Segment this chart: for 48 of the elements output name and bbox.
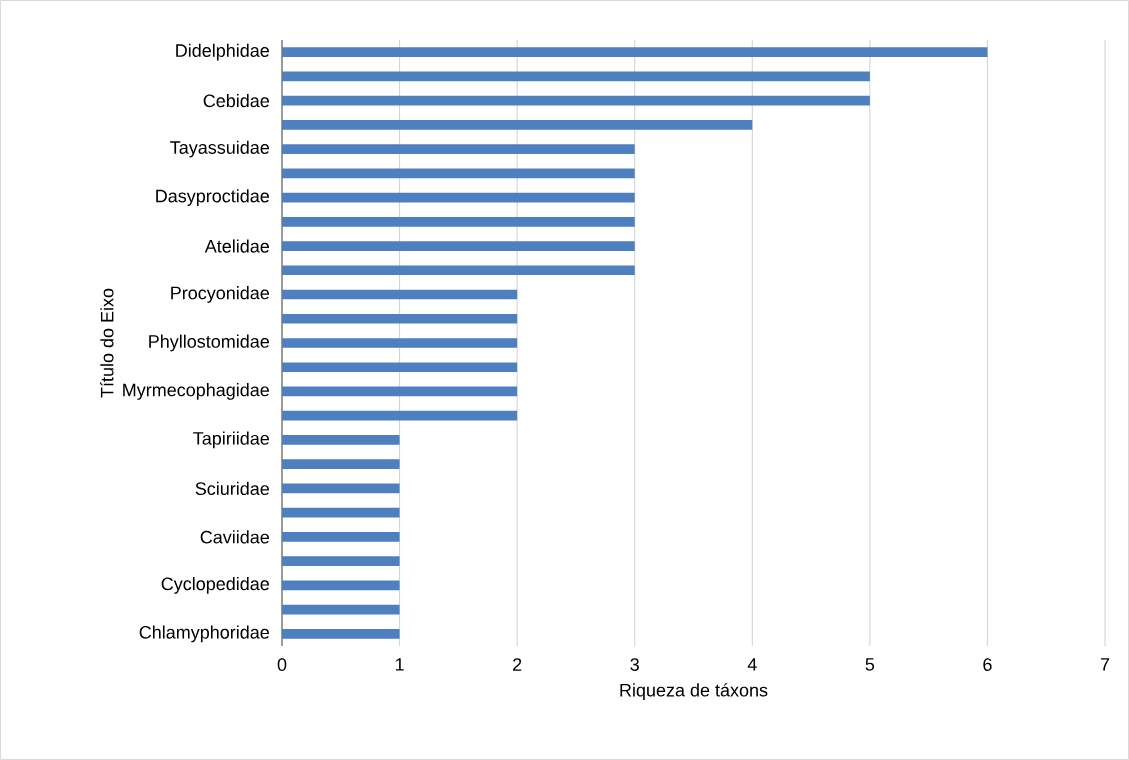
y-tick-label: Didelphidae bbox=[176, 43, 269, 61]
x-tick-label: 1 bbox=[395, 658, 404, 671]
bar bbox=[282, 95, 870, 106]
x-tick-label: 7 bbox=[1100, 658, 1110, 671]
x-axis-title: Riqueza de táxons bbox=[620, 683, 768, 701]
bar bbox=[282, 507, 400, 518]
x-tick-label: 3 bbox=[630, 658, 639, 671]
bar bbox=[282, 410, 518, 421]
x-tick-label: 6 bbox=[983, 658, 992, 671]
bar bbox=[282, 168, 635, 179]
y-tick-label: Caviidae bbox=[200, 530, 269, 544]
bar bbox=[282, 483, 400, 494]
y-tick-label: Cebidae bbox=[203, 93, 269, 108]
bar bbox=[282, 216, 635, 227]
y-tick-label: Atelidae bbox=[204, 239, 270, 253]
bar bbox=[282, 119, 753, 130]
bar bbox=[282, 580, 400, 591]
y-tick-label: Dasyproctidae bbox=[156, 189, 269, 206]
bar bbox=[282, 313, 518, 324]
bar bbox=[282, 192, 635, 203]
y-tick-label: Myrmecophagidae bbox=[123, 383, 269, 400]
bar bbox=[282, 362, 518, 373]
bar bbox=[282, 532, 400, 542]
bar bbox=[282, 265, 635, 276]
bar bbox=[282, 604, 400, 615]
y-tick-label: Procyonidae bbox=[171, 286, 269, 303]
x-tick-label: 2 bbox=[513, 658, 522, 671]
y-axis-title: Título do Eixo bbox=[100, 288, 114, 398]
bar bbox=[282, 144, 635, 154]
bar bbox=[282, 241, 635, 251]
bar bbox=[282, 435, 400, 445]
y-tick-label: Sciuridae bbox=[195, 481, 269, 496]
y-tick-label: Phyllostomidae bbox=[149, 334, 269, 352]
bar bbox=[282, 47, 988, 57]
y-tick-label: Tapiriidae bbox=[193, 431, 270, 449]
bar bbox=[282, 386, 518, 397]
bar bbox=[282, 338, 518, 348]
x-tick-label: 0 bbox=[277, 658, 287, 671]
y-tick-label: Cyclopedidae bbox=[161, 577, 269, 594]
y-tick-label: Chlamyphoridae bbox=[139, 625, 269, 643]
bar bbox=[282, 289, 518, 300]
bar bbox=[282, 556, 400, 566]
y-tick-label: Tayassuidae bbox=[170, 140, 270, 158]
x-tick-label: 4 bbox=[747, 658, 757, 671]
bar bbox=[282, 629, 400, 639]
bar bbox=[282, 71, 870, 82]
x-tick-label: 5 bbox=[865, 658, 875, 671]
bar bbox=[282, 459, 400, 470]
